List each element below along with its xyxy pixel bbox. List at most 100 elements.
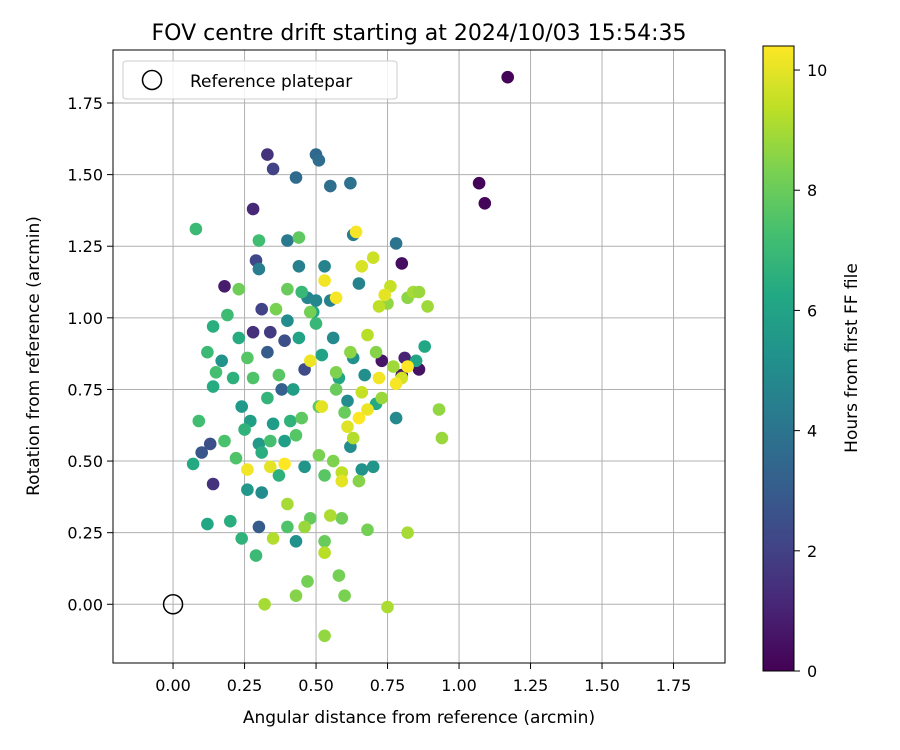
scatter-point <box>215 354 228 368</box>
scatter-point <box>349 225 363 239</box>
y-tick-label: 0.25 <box>67 524 103 543</box>
scatter-point <box>292 231 306 244</box>
scatter-point <box>318 546 331 559</box>
colorbar-label: Hours from first FF file <box>842 263 862 453</box>
scatter-point <box>272 368 286 382</box>
colorbar-ticks: 0 2 4 6 8 10 <box>794 61 827 681</box>
scatter-point <box>224 514 237 528</box>
scatter-point <box>249 549 263 562</box>
scatter-point <box>312 449 326 462</box>
scatter-point <box>315 348 329 362</box>
scatter-point <box>372 300 386 313</box>
scatter-point <box>366 251 380 264</box>
scatter-point <box>278 434 291 448</box>
scatter-point <box>358 368 372 382</box>
y-tick-label: 0.50 <box>67 452 103 471</box>
scatter-point <box>246 202 260 216</box>
scatter-point <box>355 260 369 273</box>
y-tick-label: 1.25 <box>67 237 103 256</box>
scatter-point <box>341 394 354 408</box>
scatter-point <box>281 234 294 247</box>
scatter-point <box>201 517 214 531</box>
scatter-point <box>421 300 434 313</box>
scatter-point <box>218 280 231 293</box>
y-tick-label: 0.75 <box>67 380 103 399</box>
legend[interactable]: Reference platepar <box>122 60 398 100</box>
scatter-point <box>266 417 280 431</box>
scatter-point <box>232 331 246 345</box>
scatter-point <box>281 497 294 511</box>
x-tick-label: 1.25 <box>513 676 549 695</box>
x-axis-ticks: 0.00 0.25 0.50 0.75 1.00 1.25 1.50 1.75 <box>155 663 691 695</box>
scatter-point <box>295 411 309 425</box>
scatter-point <box>395 257 409 270</box>
y-tick-label: 1.00 <box>67 309 103 328</box>
scatter-point <box>289 171 303 184</box>
scatter-point <box>418 340 432 353</box>
scatter-point <box>372 371 386 385</box>
scatter-point <box>241 463 254 476</box>
x-tick-label: 1.75 <box>656 676 692 695</box>
scatter-point <box>361 403 374 416</box>
scatter-point <box>286 383 300 396</box>
scatter-point <box>255 486 268 499</box>
scatter-point <box>218 434 231 448</box>
scatter-point <box>266 162 280 176</box>
scatter-point <box>203 437 217 451</box>
reference-marker <box>162 594 184 615</box>
scatter-point <box>387 360 400 373</box>
legend-marker-circle <box>141 69 163 91</box>
scatter-point <box>324 179 337 193</box>
scatter-point <box>295 285 309 299</box>
scatter-point <box>255 446 268 459</box>
scatter-point <box>355 386 369 399</box>
scatter-point <box>338 589 351 602</box>
colorbar-tick-label: 2 <box>807 542 817 561</box>
scatter-point <box>264 460 277 474</box>
y-axis-label: Rotation from reference (arcmin) <box>24 216 44 496</box>
scatter-point <box>186 457 200 471</box>
chart-title: FOV centre drift starting at 2024/10/03 … <box>152 21 687 46</box>
scatter-point <box>352 474 366 488</box>
scatter-point <box>472 176 486 190</box>
scatter-point <box>304 354 317 368</box>
scatter-point <box>281 282 294 296</box>
scatter-point <box>389 377 403 391</box>
scatter-point <box>435 431 449 445</box>
scatter-point <box>378 288 392 302</box>
scatter-point <box>269 302 283 316</box>
x-tick-label: 1.50 <box>584 676 620 695</box>
scatter-point <box>366 460 380 474</box>
scatter-point <box>318 535 331 548</box>
y-axis-ticks: 0.00 0.25 0.50 0.75 1.00 1.25 1.50 1.75 <box>67 94 113 614</box>
scatter-point <box>381 600 394 614</box>
scatter-point <box>389 411 403 425</box>
scatter-point <box>258 598 271 611</box>
scatter-point <box>412 285 426 299</box>
scatter-point <box>329 291 343 305</box>
scatter-point <box>195 446 208 459</box>
scatter-point <box>206 320 220 333</box>
scatter-point <box>346 431 360 445</box>
scatter-point <box>432 403 446 416</box>
scatter-point <box>318 469 331 482</box>
reference-point <box>162 594 184 615</box>
scatter-point <box>335 512 349 525</box>
scatter-point <box>289 429 303 442</box>
scatter-point <box>355 463 369 476</box>
x-tick-label: 0.75 <box>370 676 406 695</box>
scatter-point <box>332 569 346 582</box>
legend-box <box>122 60 398 100</box>
colorbar-tick-label: 0 <box>807 662 817 681</box>
scatter-point <box>238 423 251 436</box>
scatter-point <box>401 526 414 539</box>
scatter-point <box>281 520 294 534</box>
colorbar <box>762 45 795 672</box>
scatter-point <box>229 451 243 465</box>
scatter-point <box>329 366 343 379</box>
scatter-point <box>206 477 220 491</box>
scatter-point <box>278 457 291 471</box>
scatter-point <box>281 314 294 328</box>
scatter-point <box>344 176 357 190</box>
